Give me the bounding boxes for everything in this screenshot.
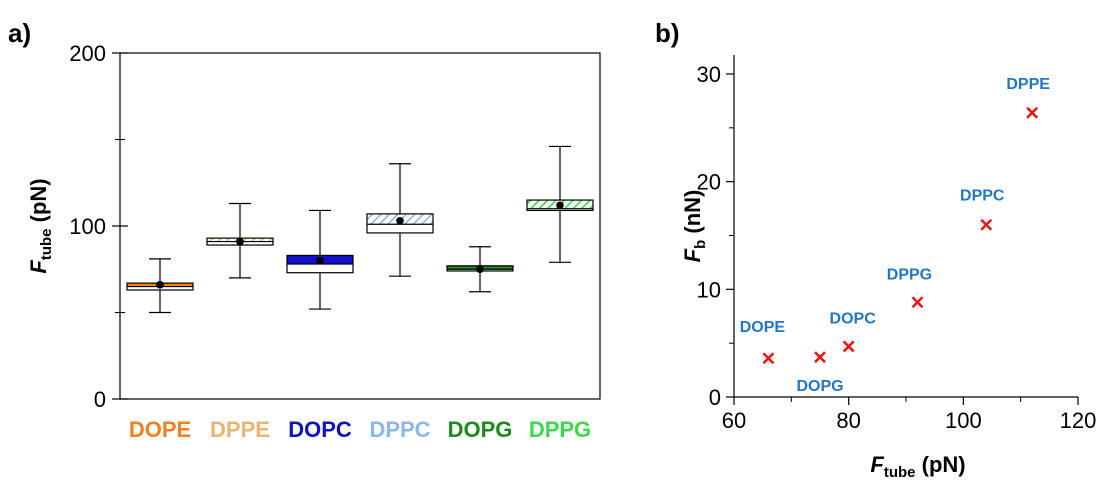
point-dppe: DPPE: [1006, 76, 1050, 119]
cross-marker-stroke: [1026, 106, 1039, 119]
box-outline: [366, 213, 434, 234]
panel-b-xlabel-sub: tube: [884, 464, 916, 481]
point-label: DOPE: [740, 319, 786, 336]
cross-marker-stroke: [980, 218, 993, 231]
y-tick-label: 20: [697, 170, 721, 195]
box-dopg: [446, 246, 514, 293]
box-outline: [526, 199, 594, 212]
panel-b-ylabel-main: F: [680, 248, 705, 262]
category-label-dppe: DPPE: [210, 417, 270, 442]
panel-b-xlabel-unit: (pN): [916, 452, 966, 477]
category-label-dopg: DOPG: [448, 417, 513, 442]
mean-marker: [476, 265, 484, 274]
x-tick-label: 60: [722, 408, 746, 433]
mean-marker: [556, 201, 564, 210]
panel-b-label: b): [655, 18, 680, 48]
panel-a-label: a): [8, 18, 31, 48]
point-label: DPPG: [887, 266, 932, 283]
x-tick-label: 80: [836, 408, 860, 433]
category-label-dopc: DOPC: [288, 417, 352, 442]
point-label: DPPE: [1006, 76, 1050, 93]
panel-a-y-axis-title: Ftube (pN): [26, 178, 55, 273]
box-lower-half: [367, 224, 433, 233]
point-dopg: DOPG: [796, 351, 844, 395]
y-tick-label: 10: [697, 277, 721, 302]
point-dppc: DPPC: [960, 188, 1005, 231]
panel-b-ylabel-unit: (nN): [680, 190, 705, 240]
category-label-dppg: DPPG: [529, 417, 591, 442]
cross-marker-stroke: [911, 296, 924, 309]
y-tick-label: 0: [94, 387, 106, 412]
x-tick-label: 120: [1060, 408, 1097, 433]
panel-a-ylabel-unit: (pN): [26, 178, 51, 228]
mean-marker: [316, 256, 324, 265]
category-label-dope: DOPE: [129, 417, 191, 442]
cross-marker-stroke: [762, 352, 775, 365]
category-label-dppc: DPPC: [369, 417, 430, 442]
point-label: DOPG: [796, 378, 843, 395]
panel-b-points: DOPE DOPG DOPC DPPG DPPC DPPE: [740, 76, 1051, 395]
panel-b: b) 60 80 100 120 0 10 20 30 DOPE DOPG DOPC DPPG DPP…: [655, 18, 1096, 481]
panel-a-frame: [119, 52, 601, 400]
panel-a-ylabel-sub: tube: [38, 228, 55, 260]
panel-a-y-axis: 0 100 200: [69, 41, 128, 412]
mean-marker: [236, 237, 244, 246]
point-dope: DOPE: [740, 319, 786, 365]
box-dppg: [526, 145, 594, 263]
x-tick-label: 100: [945, 408, 982, 433]
box-dope: [126, 258, 194, 314]
panel-b-y-axis-title: Fb (nN): [680, 190, 709, 263]
mean-marker: [156, 281, 164, 289]
panel-b-xlabel-main: F: [870, 452, 884, 477]
point-label: DPPC: [960, 188, 1005, 205]
box-dppc: [366, 163, 434, 277]
y-tick-label: 200: [69, 41, 106, 66]
box-lower-half: [287, 264, 353, 273]
y-tick-label: 30: [697, 62, 721, 87]
panel-b-ticks: 60 80 100 120 0 10 20 30: [697, 62, 1097, 433]
y-tick-label: 0: [709, 385, 721, 410]
panel-b-x-axis-title: Ftube (pN): [870, 452, 965, 481]
cross-marker-stroke: [842, 340, 855, 353]
box-dppe: [206, 202, 274, 279]
panel-a-category-labels: DOPE DPPE DOPC DPPC DOPG DPPG: [129, 417, 591, 442]
panel-a: a) 0 100 200 DOPE DPPE DOPC DPPC DOPG DPPG Ftub…: [8, 18, 601, 442]
panel-a-boxes: [126, 145, 594, 314]
box-dopc: [286, 209, 354, 310]
point-dopc: DOPC: [830, 310, 877, 353]
y-tick-label: 100: [69, 214, 106, 239]
mean-marker: [396, 217, 404, 225]
point-label: DOPC: [830, 310, 877, 327]
panel-b-ylabel-sub: b: [692, 240, 709, 249]
point-dppg: DPPG: [887, 266, 932, 309]
box-lower-half: [527, 208, 593, 211]
cross-marker-stroke: [814, 351, 826, 364]
panel-a-ylabel-main: F: [26, 260, 51, 274]
